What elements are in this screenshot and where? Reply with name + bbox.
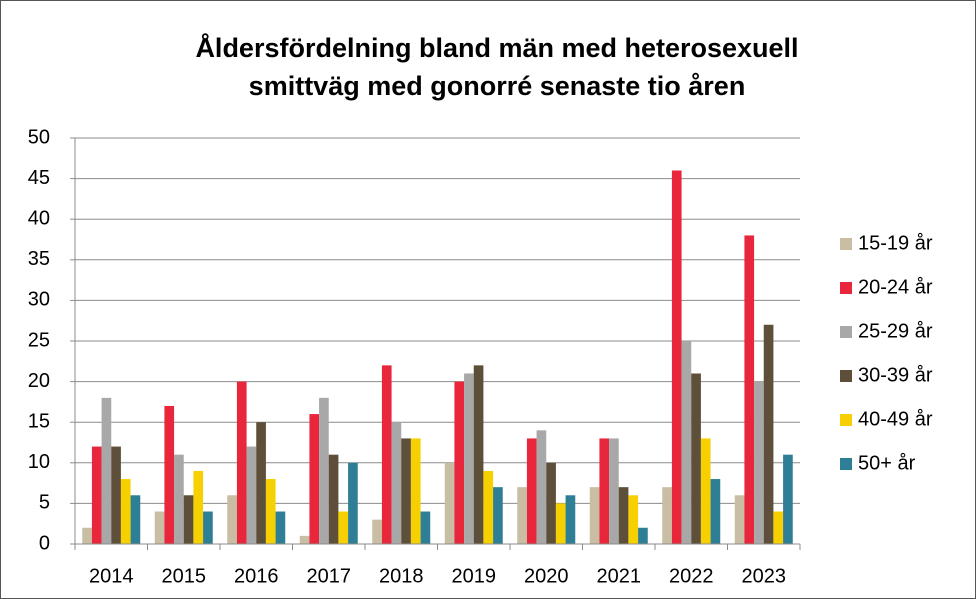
legend-swatch xyxy=(840,238,852,250)
bar xyxy=(130,495,141,544)
bar xyxy=(338,511,349,544)
bar xyxy=(638,527,648,544)
y-tick-label: 5 xyxy=(39,492,50,514)
legend-swatch xyxy=(840,458,852,470)
bar xyxy=(763,324,774,544)
bar xyxy=(546,462,556,544)
x-tick-label: 2014 xyxy=(89,565,134,587)
legend-label: 30-39 år xyxy=(858,364,933,386)
bar xyxy=(227,495,237,544)
bar xyxy=(420,511,431,544)
bar xyxy=(628,495,639,544)
bar xyxy=(328,454,339,544)
y-tick-label: 15 xyxy=(28,410,50,432)
bar xyxy=(410,438,421,544)
bar xyxy=(493,487,503,544)
chart-title: smittväg med gonorré senaste tio åren xyxy=(249,71,746,101)
bar xyxy=(454,381,465,544)
bar xyxy=(82,527,92,544)
x-tick-label: 2016 xyxy=(234,565,279,587)
legend-label: 20-24 år xyxy=(858,276,933,298)
bar xyxy=(309,414,320,544)
y-tick-label: 30 xyxy=(28,289,50,311)
bar xyxy=(754,381,764,544)
bar xyxy=(120,479,131,544)
bar xyxy=(401,438,411,544)
bar xyxy=(372,519,382,544)
y-tick-label: 0 xyxy=(39,532,50,554)
y-tick-label: 20 xyxy=(28,370,50,392)
bar xyxy=(444,462,455,544)
bar xyxy=(783,454,793,544)
x-tick-label: 2021 xyxy=(597,565,642,587)
bar xyxy=(265,479,276,544)
x-tick-label: 2018 xyxy=(379,565,424,587)
bar xyxy=(256,422,266,544)
y-tick-label: 35 xyxy=(28,248,50,270)
x-tick-label: 2017 xyxy=(307,565,352,587)
legend-swatch xyxy=(840,282,852,294)
bar xyxy=(236,381,247,544)
x-tick-label: 2020 xyxy=(524,565,569,587)
x-tick-label: 2019 xyxy=(452,565,497,587)
bar xyxy=(464,373,474,544)
bar xyxy=(101,397,112,544)
legend-label: 40-49 år xyxy=(858,408,933,430)
bar xyxy=(473,365,484,544)
bar xyxy=(536,430,547,544)
y-tick-label: 10 xyxy=(28,451,50,473)
bar xyxy=(299,535,310,544)
bar xyxy=(348,462,358,544)
bar xyxy=(671,170,682,545)
bar xyxy=(154,511,165,544)
bar xyxy=(246,446,257,544)
legend-swatch xyxy=(840,326,852,338)
legend-swatch xyxy=(840,370,852,382)
bar xyxy=(691,373,701,544)
chart-title: Åldersfördelning bland män med heterosex… xyxy=(195,32,798,63)
bar xyxy=(565,495,576,544)
bar xyxy=(609,438,619,544)
y-tick-label: 40 xyxy=(28,207,50,229)
bar xyxy=(319,397,329,544)
y-tick-label: 25 xyxy=(28,329,50,351)
bar xyxy=(744,235,755,544)
bar xyxy=(183,495,194,544)
bar xyxy=(203,511,213,544)
bar xyxy=(618,487,629,544)
bar xyxy=(773,511,784,544)
bar xyxy=(589,487,600,544)
x-tick-label: 2023 xyxy=(742,565,787,587)
bar xyxy=(517,487,527,544)
bar xyxy=(681,341,692,544)
bar xyxy=(526,438,537,544)
bar xyxy=(555,503,566,544)
bar xyxy=(734,495,745,544)
bar xyxy=(174,454,184,544)
bar xyxy=(599,438,610,544)
y-tick-label: 45 xyxy=(28,167,50,189)
y-tick-label: 50 xyxy=(28,126,50,148)
legend-label: 25-29 år xyxy=(858,320,933,342)
bar xyxy=(483,470,494,544)
bar xyxy=(111,446,121,544)
bar xyxy=(193,470,204,544)
bar xyxy=(391,422,402,544)
bar xyxy=(662,487,672,544)
legend-label: 15-19 år xyxy=(858,232,933,254)
bar xyxy=(91,446,102,544)
legend-swatch xyxy=(840,414,852,426)
bar xyxy=(164,405,175,544)
bar xyxy=(381,365,392,544)
x-tick-label: 2015 xyxy=(162,565,207,587)
bar xyxy=(710,479,721,544)
bar xyxy=(700,438,711,544)
x-tick-label: 2022 xyxy=(669,565,714,587)
legend-label: 50+ år xyxy=(858,452,916,474)
bar xyxy=(275,511,286,544)
